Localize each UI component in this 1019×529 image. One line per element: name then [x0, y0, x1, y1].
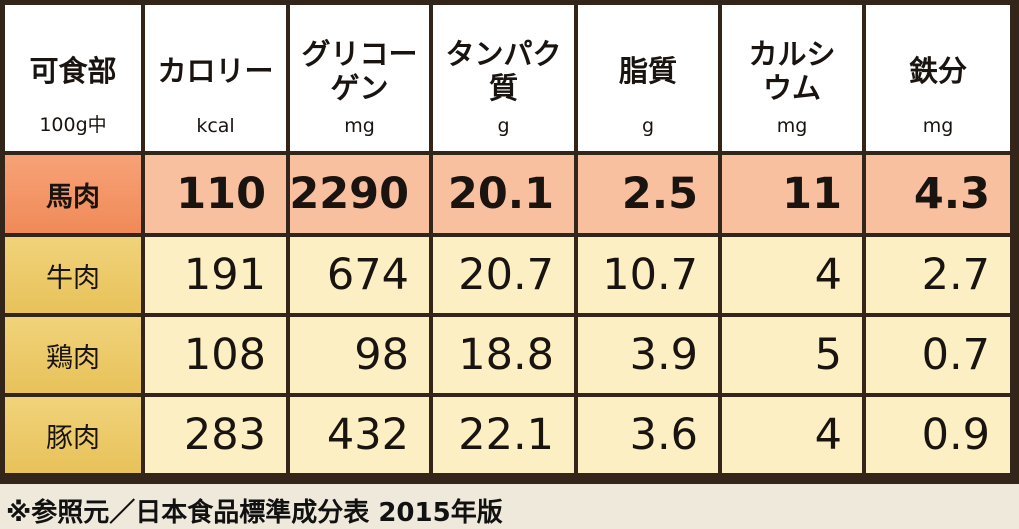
header-label: カロリー	[157, 54, 273, 88]
header-line: カルシ	[748, 37, 836, 71]
value-cell: 0.7	[866, 317, 1010, 393]
header-line: 鉄分	[908, 54, 967, 88]
value-cell: 674	[290, 237, 429, 313]
header-line: ウム	[762, 71, 821, 105]
header-cell: グリコー ゲン mg	[290, 5, 429, 151]
value-cell: 4	[722, 397, 862, 473]
header-unit: g	[497, 115, 510, 137]
header-line: 質	[488, 71, 518, 105]
header-cell: カルシ ウム mg	[722, 5, 862, 151]
value-cell: 191	[145, 237, 286, 313]
header-line: ゲン	[330, 71, 389, 105]
value-cell: 108	[145, 317, 286, 393]
header-unit: 100g中	[39, 114, 107, 136]
value-cell: 4	[722, 237, 862, 313]
header-unit: mg	[344, 115, 375, 137]
row-label: 馬肉	[5, 155, 141, 233]
header-cell: 可食部 100g中	[5, 5, 141, 151]
value-cell: 20.7	[433, 237, 574, 313]
value-cell: 3.6	[578, 397, 718, 473]
header-cell: 鉄分 mg	[866, 5, 1010, 151]
header-line: 脂質	[618, 54, 677, 88]
footnote: ※参照元／日本食品標準成分表 2015年版	[6, 498, 503, 528]
value-cell: 2.7	[866, 237, 1010, 313]
value-cell: 2290	[289, 155, 429, 233]
header-label: 脂質	[619, 54, 677, 88]
header-unit: mg	[922, 115, 954, 137]
value-cell: 432	[290, 397, 429, 473]
value-cell: 11	[722, 155, 862, 233]
header-line: タンパク	[445, 37, 562, 71]
row-label: 豚肉	[5, 397, 141, 473]
value-cell: 3.9	[578, 317, 718, 393]
header-line: 可食部	[29, 54, 117, 88]
value-cell: 2.5	[578, 155, 718, 233]
header-cell: カロリー kcal	[145, 5, 286, 151]
header-line: カロリー	[157, 54, 274, 88]
header-label: タンパク質	[445, 37, 561, 105]
value-cell: 5	[722, 317, 862, 393]
header-unit: mg	[776, 115, 808, 137]
header-label: 可食部	[29, 54, 116, 88]
value-cell: 22.1	[433, 397, 574, 473]
header-label: グリコー ゲン	[301, 37, 417, 105]
value-cell: 98	[290, 317, 429, 393]
row-label: 鶏肉	[5, 317, 141, 393]
header-label: 鉄分	[909, 54, 967, 88]
value-cell: 110	[145, 155, 286, 233]
header-unit: g	[641, 115, 655, 137]
value-cell: 20.1	[433, 155, 574, 233]
value-cell: 4.3	[866, 155, 1010, 233]
row-label: 牛肉	[5, 237, 141, 313]
value-cell: 283	[145, 397, 286, 473]
value-cell: 18.8	[433, 317, 574, 393]
header-cell: タンパク質 g	[433, 5, 574, 151]
header-unit: kcal	[196, 115, 235, 137]
table: 可食部 100g中 カロリー kcal グリコー ゲン mg タンパク質 g 脂質 g カルシ ウム mg…	[0, 0, 1019, 484]
value-cell: 10.7	[578, 237, 718, 313]
header-cell: 脂質 g	[578, 5, 718, 151]
header-line: グリコー	[301, 37, 418, 71]
value-cell: 0.9	[866, 397, 1010, 473]
header-label: カルシ ウム	[748, 37, 835, 105]
